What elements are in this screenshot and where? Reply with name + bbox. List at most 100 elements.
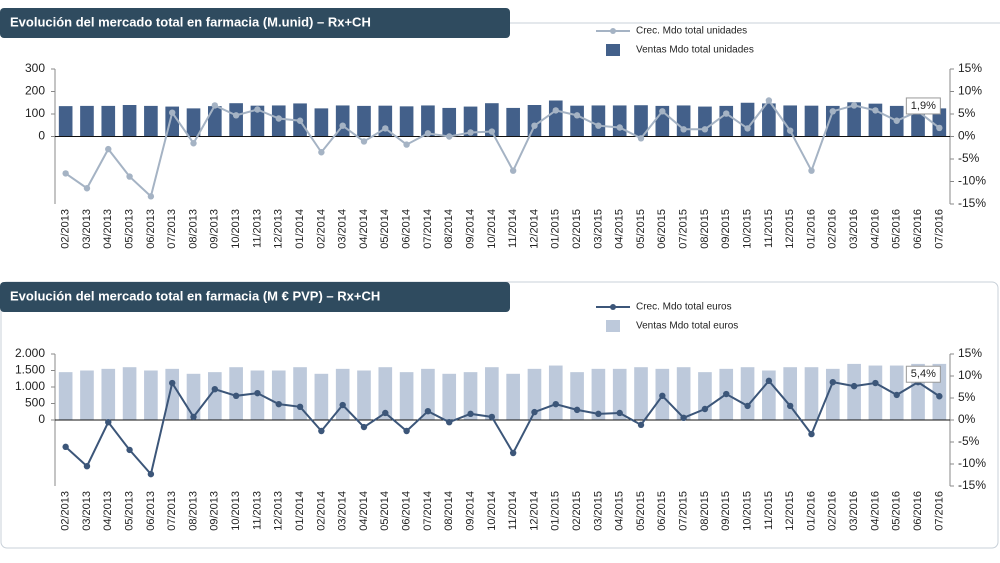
x-tick-label: 01/2014 [294,491,306,531]
legend-marker [610,304,616,310]
point [83,463,91,470]
bar [825,368,840,420]
bar [740,367,755,420]
point [872,379,879,387]
bar [825,105,840,137]
x-tick-label: 08/2014 [443,491,455,531]
bar [868,365,883,420]
point [744,402,751,410]
point [211,102,219,109]
x-tick-label: 05/2015 [635,491,647,531]
y2-tick-label: 0% [958,412,976,426]
x-tick-label: 11/2014 [507,209,519,248]
x-tick-label: 06/2016 [912,491,924,531]
legend-label: Ventas Mdo total unidades [636,45,754,56]
x-tick-label: 12/2014 [528,491,540,531]
point [360,138,368,145]
point [254,389,261,397]
point [467,410,474,418]
point [296,117,304,124]
point [488,413,496,421]
legend-swatch [606,44,620,56]
x-tick-label: 01/2016 [805,491,817,531]
point [786,402,794,410]
point [680,414,687,421]
point [339,401,346,409]
point [531,122,538,129]
point [808,167,815,174]
point [616,124,623,131]
point [850,102,858,109]
x-tick-label: 04/2015 [614,209,626,249]
x-tick-label: 04/2015 [614,491,626,531]
bar [122,105,137,137]
point [382,125,389,132]
bar [783,105,797,137]
point [169,379,176,387]
y-tick-label: 100 [25,106,45,120]
x-tick-label: 03/2015 [592,491,604,531]
bar [591,105,606,137]
point [893,391,900,399]
x-tick-label: 07/2016 [933,491,945,531]
x-tick-label: 05/2016 [891,491,903,531]
y2-tick-label: -15% [958,478,986,492]
x-tick-label: 05/2014 [379,209,391,249]
y-tick-label: 2.000 [15,346,45,360]
legend-swatch [606,320,620,332]
x-tick-label: 12/2013 [273,209,285,249]
x-tick-label: 02/2013 [60,491,72,531]
x-tick-label: 10/2014 [486,209,498,249]
point [573,112,581,119]
x-tick-label: 11/2013 [251,491,263,530]
x-tick-label: 03/2015 [592,209,604,249]
x-tick-label: 01/2015 [550,209,562,249]
x-tick-label: 12/2015 [784,491,796,531]
bar [527,105,542,137]
y2-tick-label: 5% [958,390,976,404]
bar [698,372,712,420]
legend-label: Crec. Mdo total euros [636,302,732,313]
x-tick-label: 11/2015 [763,209,775,248]
bar [208,372,222,420]
bar [80,105,94,137]
y-tick-label: 200 [25,84,45,98]
point [786,127,794,134]
point [105,145,112,153]
bar [740,102,755,137]
x-tick-label: 06/2015 [656,209,668,249]
bar [421,368,435,420]
x-tick-label: 09/2014 [464,209,476,249]
x-tick-label: 08/2015 [699,209,711,249]
bar [932,108,947,137]
point [701,126,709,133]
point [680,126,687,133]
point [403,427,410,435]
bar [314,108,329,137]
x-tick-label: 12/2015 [784,209,796,249]
bar [485,103,499,137]
x-tick-label: 09/2014 [464,491,476,531]
point [254,106,261,113]
point [232,112,240,119]
x-tick-label: 07/2014 [422,209,434,249]
y2-tick-label: 10% [958,368,982,382]
point [360,423,368,431]
point [62,443,69,451]
point [190,413,197,421]
point [573,406,581,414]
y2-tick-label: 0% [958,129,976,143]
x-tick-label: 06/2016 [912,209,924,249]
x-tick-label: 10/2013 [230,491,242,531]
point [446,419,453,426]
y2-tick-label: -10% [958,456,986,470]
y2-tick-label: -5% [958,434,980,448]
x-tick-label: 11/2014 [507,491,519,530]
bar [314,373,329,420]
legend-label: Crec. Mdo total unidades [636,26,747,37]
x-tick-label: 12/2013 [273,491,285,531]
x-tick-label: 07/2014 [422,491,434,531]
point [893,117,900,124]
y2-tick-label: -5% [958,151,980,165]
x-tick-label: 02/2013 [60,209,72,249]
